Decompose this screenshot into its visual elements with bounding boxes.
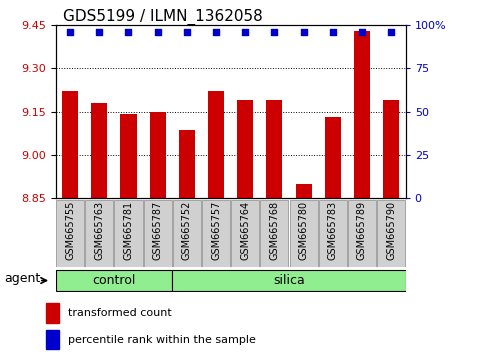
Text: control: control [92, 274, 136, 287]
Bar [91, 103, 107, 198]
Text: GSM665763: GSM665763 [94, 201, 104, 260]
FancyBboxPatch shape [114, 200, 142, 267]
Text: silica: silica [273, 274, 305, 287]
Point [387, 29, 395, 35]
Text: transformed count: transformed count [68, 308, 171, 318]
FancyBboxPatch shape [260, 200, 288, 267]
Text: GSM665757: GSM665757 [211, 201, 221, 261]
FancyBboxPatch shape [377, 200, 405, 267]
FancyBboxPatch shape [348, 200, 376, 267]
Bar [267, 100, 283, 198]
Text: percentile rank within the sample: percentile rank within the sample [68, 335, 256, 344]
Point [96, 29, 103, 35]
FancyBboxPatch shape [319, 200, 347, 267]
FancyBboxPatch shape [56, 270, 172, 291]
FancyBboxPatch shape [173, 200, 201, 267]
FancyBboxPatch shape [231, 200, 259, 267]
Bar [325, 117, 341, 198]
Text: agent: agent [4, 272, 41, 285]
Text: GSM665789: GSM665789 [357, 201, 367, 260]
Point [212, 29, 220, 35]
Bar [120, 114, 137, 198]
Point [300, 29, 308, 35]
Point [329, 29, 337, 35]
Point [242, 29, 249, 35]
Text: GSM665768: GSM665768 [270, 201, 279, 260]
Text: GSM665790: GSM665790 [386, 201, 396, 260]
Bar [46, 303, 59, 323]
Bar [354, 30, 370, 198]
FancyBboxPatch shape [202, 200, 230, 267]
Text: GSM665752: GSM665752 [182, 201, 192, 261]
Bar [62, 91, 78, 198]
Bar [208, 91, 224, 198]
FancyBboxPatch shape [56, 200, 84, 267]
Point [270, 29, 278, 35]
Text: GSM665780: GSM665780 [298, 201, 309, 260]
Bar [46, 330, 59, 349]
Text: GSM665781: GSM665781 [124, 201, 133, 260]
Bar [179, 130, 195, 198]
Text: GSM665787: GSM665787 [153, 201, 163, 260]
Text: GSM665764: GSM665764 [240, 201, 250, 260]
Bar [237, 100, 253, 198]
FancyBboxPatch shape [143, 200, 171, 267]
Bar [296, 184, 312, 198]
FancyBboxPatch shape [172, 270, 406, 291]
Text: GSM665755: GSM665755 [65, 201, 75, 261]
Point [358, 29, 366, 35]
Point [125, 29, 132, 35]
FancyBboxPatch shape [85, 200, 114, 267]
Bar [150, 112, 166, 198]
Point [183, 29, 191, 35]
Bar [383, 100, 399, 198]
Point [154, 29, 161, 35]
Text: GSM665783: GSM665783 [328, 201, 338, 260]
FancyBboxPatch shape [290, 200, 318, 267]
Point [66, 29, 74, 35]
Text: GDS5199 / ILMN_1362058: GDS5199 / ILMN_1362058 [63, 8, 262, 25]
